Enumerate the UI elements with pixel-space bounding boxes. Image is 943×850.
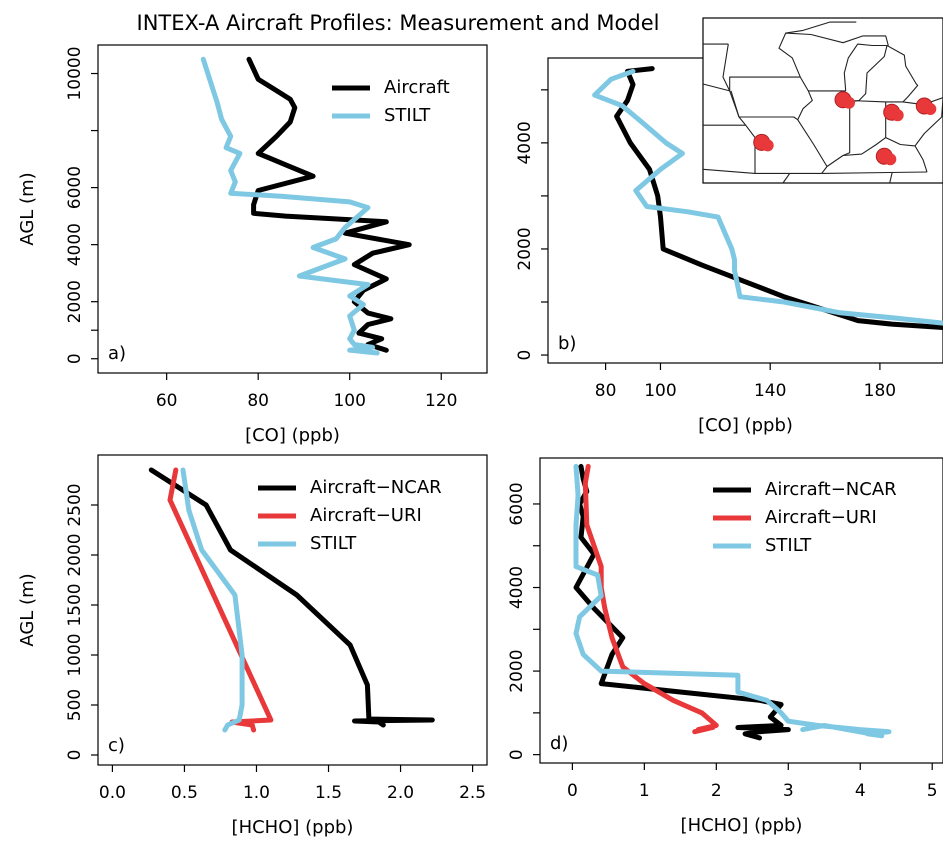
y-tick-label: 500	[65, 689, 85, 721]
series-line-stilt	[200, 56, 380, 356]
x-tick-label: 0	[567, 781, 578, 801]
panel-label: d)	[550, 733, 568, 754]
x-tick-label: 140	[754, 381, 786, 401]
map-border	[849, 99, 903, 103]
y-tick-label: 2500	[65, 483, 85, 526]
x-tick-label: 2.0	[387, 783, 414, 803]
map-border	[782, 173, 791, 184]
x-tick-label: 60	[156, 391, 178, 411]
legend-entry: STILT	[384, 105, 431, 126]
y-tick-label: 1000	[65, 633, 85, 676]
panel-label: b)	[558, 333, 576, 354]
y-tick-label: 2000	[65, 280, 85, 323]
series-line-stilt	[573, 463, 892, 739]
y-axis-title: AGL (m)	[17, 172, 38, 245]
map-marker	[843, 96, 855, 109]
y-tick-label: 1500	[65, 583, 85, 626]
x-tick-label: 0.5	[171, 783, 198, 803]
y-tick-label: 6000	[65, 166, 85, 209]
x-tick-label: 2	[711, 781, 722, 801]
y-tick-label: 6000	[507, 482, 527, 525]
x-tick-label: 5	[927, 781, 938, 801]
plot-frame	[97, 44, 488, 374]
x-tick-label: 80	[247, 391, 269, 411]
inset-map	[702, 17, 943, 184]
map-border	[702, 119, 828, 174]
x-tick-label: 120	[425, 391, 457, 411]
legend-entry: Aircraft	[384, 77, 450, 98]
x-tick-label: 100	[333, 391, 365, 411]
x-axis-title: [CO] (ppb)	[245, 425, 340, 446]
x-tick-label: 1	[639, 781, 650, 801]
series-line-aircraft-uri	[167, 467, 274, 733]
x-axis-title: [HCHO] (ppb)	[681, 815, 803, 836]
series-line-aircraft	[246, 56, 412, 353]
panel-a: 60 80 100 120 0 2000 4000 6000 10000 [CO] (ppb) AG…	[17, 44, 488, 446]
legend-entry: STILT	[310, 533, 357, 554]
plot-frame	[97, 454, 488, 766]
x-tick-label: 100	[644, 381, 676, 401]
panel-label: c)	[108, 735, 125, 756]
map-border	[821, 171, 928, 174]
y-tick-label: 0	[507, 749, 527, 760]
y-tick-label: 2000	[515, 227, 535, 270]
map-frame	[702, 17, 943, 184]
x-tick-label: 180	[864, 381, 896, 401]
series-line-stilt	[592, 68, 943, 326]
series-line-aircraft-ncar	[148, 467, 435, 728]
panel-c: 0.0 0.5 1.0 1.5 2.0 2.5 0 500 1000 1500 2000 2500 [H…	[17, 454, 488, 838]
map-marker	[884, 153, 897, 166]
legend-entry: Aircraft−NCAR	[310, 477, 442, 498]
x-tick-label: 1.5	[315, 783, 342, 803]
y-tick-label: 10000	[65, 46, 85, 100]
x-axis-title: [CO] (ppb)	[698, 415, 793, 436]
map-marker	[891, 109, 904, 122]
legend-entry: Aircraft−NCAR	[765, 479, 897, 500]
map-border	[785, 21, 857, 34]
panel-label: a)	[108, 343, 126, 364]
y-tick-label: 2000	[65, 533, 85, 576]
legend: Aircraft STILT	[332, 77, 450, 126]
series-line-stilt	[180, 467, 245, 733]
map-border	[702, 76, 801, 92]
y-axis-title: AGL (m)	[17, 573, 38, 646]
x-tick-label: 80	[595, 381, 617, 401]
map-border	[889, 171, 893, 184]
legend-entry: Aircraft−URI	[310, 505, 422, 526]
map-border	[810, 33, 889, 46]
legend: Aircraft−NCAR Aircraft−URI STILT	[258, 477, 442, 554]
legend: Aircraft−NCAR Aircraft−URI STILT	[713, 479, 897, 556]
x-tick-label: 3	[783, 781, 794, 801]
y-tick-label: 0	[65, 750, 85, 761]
map-marker	[761, 139, 774, 152]
x-axis-title: [HCHO] (ppb)	[232, 817, 354, 838]
x-tick-label: 0.0	[99, 783, 126, 803]
map-border	[826, 101, 851, 167]
y-tick-label: 4000	[515, 121, 535, 164]
y-tick-label: 4000	[507, 566, 527, 609]
series-line-aircraft-uri	[582, 463, 719, 735]
map-border	[914, 145, 928, 173]
plot-frame	[539, 457, 943, 764]
map-border	[842, 101, 887, 157]
y-tick-label: 0	[515, 350, 535, 361]
legend-entry: Aircraft−URI	[765, 507, 877, 528]
map-border	[885, 97, 943, 147]
figure-title: INTEX-A Aircraft Profiles: Measurement a…	[137, 11, 660, 35]
y-tick-label: 4000	[65, 223, 85, 266]
map-border	[730, 32, 813, 121]
x-tick-label: 1.0	[243, 783, 270, 803]
legend-entry: STILT	[765, 535, 812, 556]
map-marker	[924, 103, 937, 115]
panel-d: 0 1 2 3 4 5 0 2000 4000 6000 [HCHO] (ppb) d) Aircraf…	[507, 457, 943, 836]
y-tick-label: 0	[65, 353, 85, 364]
x-tick-label: 2.5	[459, 783, 486, 803]
x-tick-label: 4	[855, 781, 866, 801]
y-tick-label: 2000	[507, 649, 527, 692]
